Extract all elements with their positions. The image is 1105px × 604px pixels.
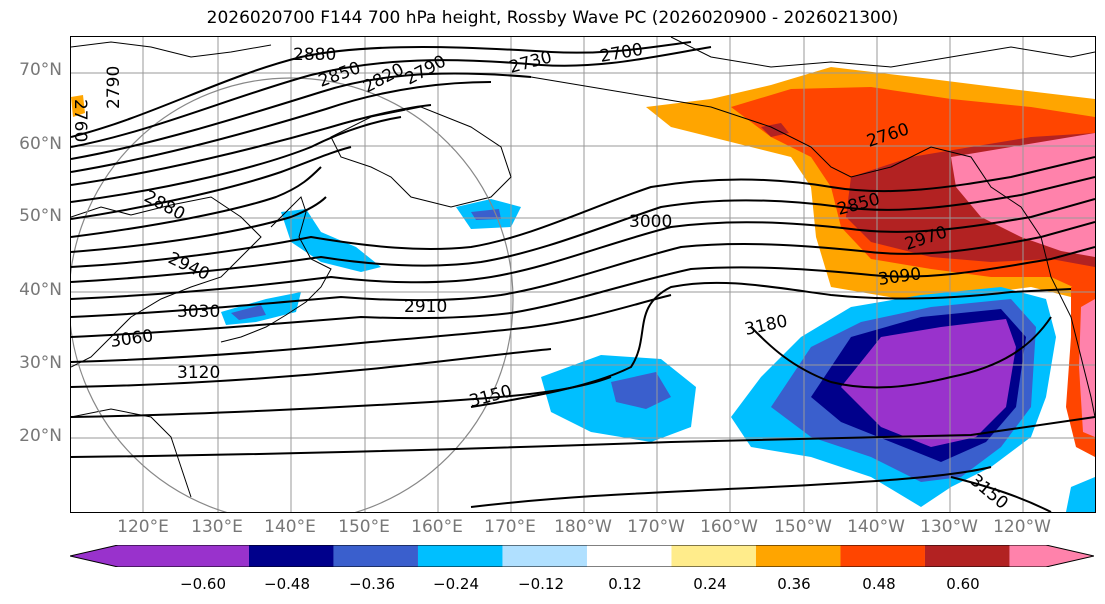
colorbar-tick: 0.24	[693, 575, 727, 593]
contour-label: 3150	[966, 471, 1012, 512]
contour-label: 2790	[104, 66, 124, 109]
contour-label: 2880	[141, 187, 189, 225]
contour-label: 2700	[598, 40, 644, 67]
colorbar-segments	[70, 545, 1094, 567]
colorbar-segment	[924, 545, 1010, 567]
lon-label-120w: 120°W	[993, 517, 1051, 537]
lon-label-120e: 120°E	[117, 517, 169, 537]
reference-circle	[71, 77, 514, 512]
contour-label: 3180	[743, 311, 789, 340]
colorbar-tick: 0.12	[608, 575, 642, 593]
lat-label-40n: 40°N	[19, 280, 62, 300]
lon-label-130e: 130°E	[191, 517, 243, 537]
contour-label: 2880	[293, 45, 336, 65]
lon-label-160w: 160°W	[700, 517, 758, 537]
contour-label: 3120	[177, 363, 220, 383]
lon-label-170e: 170°E	[484, 517, 536, 537]
map-panel: 2880 2850 2820 2790 2730 2700 2760 2790 …	[70, 36, 1096, 513]
colorbar-segment	[333, 545, 418, 567]
contour-label: 3150	[467, 381, 514, 412]
colorbar-tick: −0.24	[433, 575, 479, 593]
colorbar-segment	[1009, 545, 1094, 567]
lat-label-60n: 60°N	[19, 134, 62, 154]
coastlines	[71, 37, 1095, 498]
colorbar-segment	[755, 545, 841, 567]
colorbar-tick: −0.48	[264, 575, 310, 593]
graticule	[71, 37, 1095, 512]
colorbar-segment	[70, 545, 249, 567]
colorbar	[70, 545, 1094, 567]
colorbar-tick: 0.60	[946, 575, 980, 593]
lon-label-150e: 150°E	[338, 517, 390, 537]
contour-label: 3030	[177, 302, 220, 322]
lon-label-130w: 130°W	[920, 517, 978, 537]
colorbar-segment	[502, 545, 587, 567]
contour-label: 2760	[71, 99, 90, 142]
colorbar-segment	[248, 545, 334, 567]
lat-label-50n: 50°N	[19, 206, 62, 226]
colorbar-segment	[417, 545, 503, 567]
map-canvas: 2880 2850 2820 2790 2730 2700 2760 2790 …	[71, 37, 1095, 512]
colorbar-segment	[671, 545, 756, 567]
lon-label-180w: 180°W	[554, 517, 612, 537]
colorbar-tick: −0.36	[349, 575, 395, 593]
colorbar-tick: −0.12	[518, 575, 564, 593]
map-title: 2026020700 F144 700 hPa height, Rossby W…	[206, 8, 899, 28]
lon-label-140e: 140°E	[264, 517, 316, 537]
lon-label-150w: 150°W	[774, 517, 832, 537]
height-contours	[71, 41, 1095, 512]
lon-label-160e: 160°E	[411, 517, 463, 537]
lat-label-30n: 30°N	[19, 353, 62, 373]
colorbar-segment	[586, 545, 672, 567]
colorbar-tick: 0.36	[777, 575, 811, 593]
colorbar-segment	[840, 545, 925, 567]
colorbar-tick: −0.60	[180, 575, 226, 593]
contour-label: 2910	[404, 297, 447, 317]
lat-label-20n: 20°N	[19, 426, 62, 446]
contour-label: 3060	[109, 326, 155, 352]
lon-label-140w: 140°W	[847, 517, 905, 537]
lat-label-70n: 70°N	[19, 60, 62, 80]
contour-label: 3000	[629, 212, 672, 232]
lon-label-170w: 170°W	[627, 517, 685, 537]
colorbar-tick: 0.48	[862, 575, 896, 593]
